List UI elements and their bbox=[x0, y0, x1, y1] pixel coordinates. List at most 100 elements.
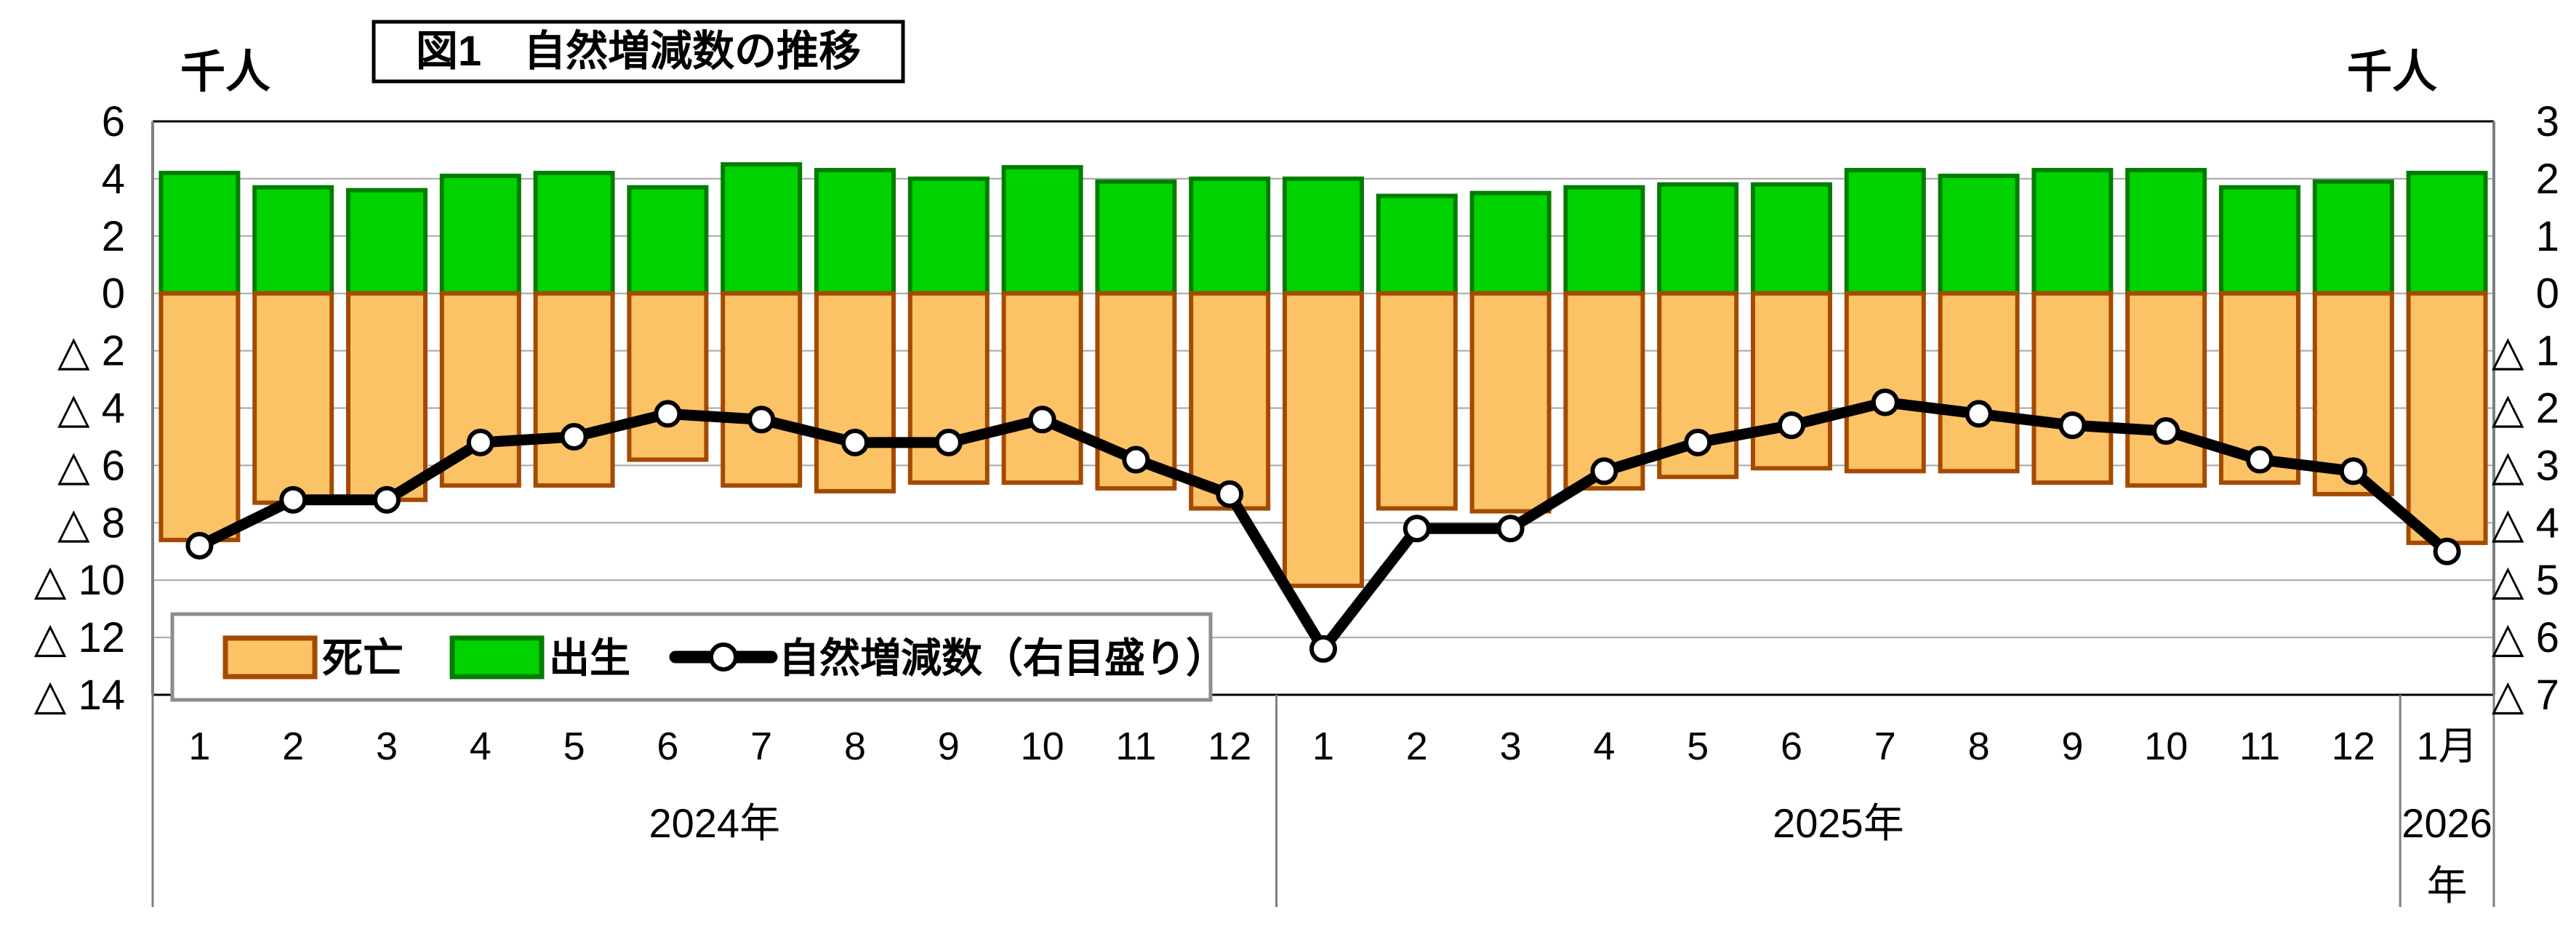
left-axis-tick: △ 12 bbox=[34, 614, 125, 661]
year-label: 2024年 bbox=[649, 800, 781, 846]
right-axis-tick: △ 7 bbox=[2492, 672, 2559, 719]
birth-bar bbox=[346, 188, 428, 296]
month-label: 1 bbox=[1312, 725, 1334, 768]
month-label: 8 bbox=[844, 725, 866, 768]
net-marker-icon bbox=[709, 642, 738, 672]
net-change-marker bbox=[2058, 411, 2087, 440]
death-bar bbox=[627, 291, 709, 462]
death-bar bbox=[1563, 291, 1645, 491]
net-change-marker bbox=[1122, 446, 1150, 474]
month-label: 9 bbox=[938, 725, 960, 768]
death-bar bbox=[533, 291, 615, 488]
death-bar bbox=[2031, 291, 2114, 485]
right-axis-tick: △ 3 bbox=[2492, 442, 2559, 489]
death-bar bbox=[346, 291, 428, 502]
left-axis-tick: △ 8 bbox=[57, 499, 125, 547]
legend: 死亡 出生 自然増減数（右目盛り） bbox=[170, 612, 1227, 702]
birth-bar bbox=[1657, 182, 1739, 296]
net-change-marker bbox=[2433, 537, 2461, 565]
year-label: 2025年 bbox=[1773, 800, 1904, 846]
month-label: 4 bbox=[470, 725, 491, 768]
birth-bar bbox=[533, 171, 615, 296]
birth-bar bbox=[1189, 176, 1271, 296]
birth-bar bbox=[814, 168, 896, 296]
birth-bar bbox=[1563, 185, 1645, 296]
net-change-marker bbox=[1216, 480, 1244, 508]
birth-bar bbox=[1095, 179, 1177, 296]
net-change-marker bbox=[934, 428, 963, 456]
y-axis-labels: 6 4 2 0 △ 2 △ 4 △ 6 △ 8 △ 10 △ 12 △ 14 3 2 1 0 △ 1 △ 2 △ … bbox=[34, 98, 2559, 719]
birth-bar bbox=[627, 185, 709, 296]
birth-bar bbox=[721, 162, 803, 296]
births-swatch-icon bbox=[449, 635, 545, 680]
death-bar bbox=[1751, 291, 1832, 471]
left-axis-tick: 2 bbox=[102, 213, 125, 260]
month-label: 11 bbox=[2239, 725, 2280, 768]
left-axis-tick: △ 14 bbox=[34, 672, 125, 719]
net-change-marker bbox=[1778, 411, 1805, 440]
right-axis-tick: △ 6 bbox=[2492, 614, 2559, 661]
net-change-marker bbox=[1871, 388, 1899, 416]
death-bar bbox=[2406, 291, 2488, 545]
left-axis-tick: 4 bbox=[102, 156, 125, 203]
net-change-marker bbox=[1965, 400, 1993, 428]
month-label: 9 bbox=[2061, 725, 2083, 768]
birth-bar bbox=[439, 173, 521, 296]
legend-deaths-label: 死亡 bbox=[322, 635, 404, 681]
month-label: 10 bbox=[1021, 725, 1064, 768]
legend-births-label: 出生 bbox=[549, 635, 630, 681]
net-change-marker bbox=[1684, 428, 1712, 456]
birth-bar bbox=[2031, 168, 2114, 296]
legend-net-label: 自然増減数（右目盛り） bbox=[779, 635, 1227, 681]
deaths-swatch-icon bbox=[222, 635, 318, 680]
month-label: 1月 bbox=[2417, 725, 2478, 768]
death-bar bbox=[1376, 291, 1458, 511]
death-bar bbox=[814, 291, 896, 493]
net-change-marker bbox=[2152, 417, 2180, 446]
right-axis-tick: 0 bbox=[2536, 270, 2559, 318]
death-bar bbox=[252, 291, 334, 505]
right-axis-tick: △ 2 bbox=[2492, 385, 2559, 432]
right-axis-tick: △ 4 bbox=[2492, 499, 2559, 547]
month-label: 3 bbox=[1500, 725, 1522, 768]
death-bar bbox=[1938, 291, 2020, 474]
right-axis-tick: 2 bbox=[2536, 156, 2559, 203]
death-bar bbox=[1844, 291, 1926, 474]
net-change-marker bbox=[1309, 634, 1337, 663]
death-bar bbox=[1469, 291, 1552, 514]
year-label: 年 bbox=[2427, 863, 2468, 908]
birth-bar bbox=[1001, 165, 1083, 296]
month-label: 6 bbox=[1781, 725, 1802, 768]
right-axis-tick: 3 bbox=[2536, 98, 2559, 145]
birth-bar bbox=[1844, 168, 1926, 296]
year-label: 2026 bbox=[2402, 800, 2492, 846]
month-label: 4 bbox=[1593, 725, 1615, 768]
birth-bar bbox=[1938, 173, 2020, 296]
month-label: 3 bbox=[376, 725, 398, 768]
net-change-marker bbox=[654, 400, 682, 428]
net-change-marker bbox=[841, 428, 869, 456]
death-bar bbox=[1189, 291, 1271, 511]
left-axis-tick: △ 10 bbox=[34, 557, 125, 604]
month-label: 12 bbox=[2332, 725, 2375, 768]
month-label: 7 bbox=[1874, 725, 1896, 768]
month-label: 2 bbox=[282, 725, 304, 768]
right-axis-tick: 1 bbox=[2536, 213, 2559, 260]
month-label: 6 bbox=[657, 725, 678, 768]
birth-bar bbox=[1469, 190, 1552, 296]
birth-bar bbox=[2125, 168, 2207, 296]
birth-bar bbox=[2312, 179, 2394, 296]
birth-bar bbox=[1376, 193, 1458, 296]
birth-bar bbox=[907, 176, 990, 296]
net-change-marker bbox=[560, 422, 588, 451]
chart-title-box: 図1 自然増減数の推移 bbox=[372, 20, 905, 84]
net-change-marker bbox=[1403, 515, 1431, 543]
death-bar bbox=[1283, 291, 1364, 589]
death-bar bbox=[721, 291, 803, 488]
net-change-marker bbox=[466, 428, 494, 456]
left-axis-unit-label: 千人 bbox=[180, 47, 270, 97]
month-label: 5 bbox=[563, 725, 585, 768]
net-change-marker bbox=[2339, 457, 2367, 485]
plot-frame bbox=[151, 120, 2495, 907]
